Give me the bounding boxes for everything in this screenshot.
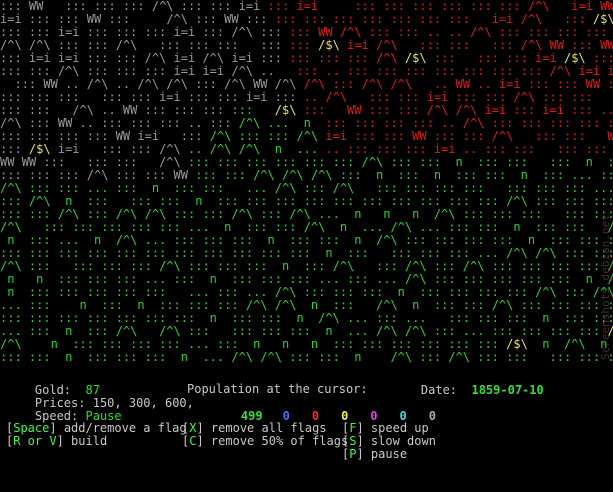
map-row: ::: ::: ::: ::: ::: ::: ::: n ::: ::: n … [0, 311, 613, 325]
date-value: 1859-07-10 [471, 383, 544, 397]
population-gray: 0 [428, 409, 436, 423]
prices-label: Prices: [34, 396, 86, 410]
s-help-text: slow down [370, 434, 436, 448]
map-row: /^\ /^\ ::: ::: /^\ ::: ::: ::: ::: ::: … [0, 38, 613, 52]
population-label: Population at the cursor: [187, 382, 368, 396]
map-row: ... ::: n ::: n ::: ::: ::: /^\ /^\ n ::… [0, 298, 613, 312]
speed-label: Speed: [34, 409, 79, 423]
map-row: /^\ ::: WW .. ::: ::: ::: .. ::: /^\ ...… [0, 116, 613, 130]
help-c: [C] remove 50% of flags [182, 434, 349, 448]
help-p: [P] pause [342, 447, 408, 461]
help-x: [X] remove all flags [182, 421, 327, 435]
space-help-text: add/remove a flag [63, 421, 187, 435]
map-row: n n ::: ::: ::: ... ::: n ::: ::: ::: ..… [0, 272, 613, 286]
map-row: ::: ::: ::: ::: ::: i=i ::: ::: i=i ::: … [0, 90, 593, 104]
map-row: /^\ ::: ::: ::: ::: ::: ... n ::: ::: /^… [0, 220, 613, 234]
population-values: 499 0 0 0 0 0 0 [212, 395, 436, 423]
map-row: WW WW ::: ::: ::: /^\ ::: ::: ::: ::: ::… [0, 155, 613, 169]
p-help-text: pause [370, 447, 408, 461]
speed-line: Speed: Pause [6, 395, 122, 423]
x-key[interactable]: X [189, 421, 197, 435]
map-row: ::: ::: ::: ::: ::: ::: ::: ::: ::: ::: … [0, 246, 613, 260]
map-row: ::: ::: /^\ ::: ::: ::: i=i i=i /^\ .. :… [0, 64, 613, 78]
population-yellow: 0 [341, 409, 349, 423]
map-row: ::: /$\ i=i ::: ::: /^\ .. /^\ /^\ n ...… [0, 142, 608, 156]
gold-label: Gold: [34, 383, 72, 397]
map-row: ::: ::: /^\ .. WW ::: ::: ::: ::: /$\ ::… [0, 103, 613, 117]
prices-line: Prices: 150, 300, 600, [6, 382, 194, 410]
s-key[interactable]: S [349, 434, 357, 448]
population-player: 499 [240, 409, 263, 423]
f-help-text: speed up [370, 421, 429, 435]
date-label: Date: [420, 383, 458, 397]
watermark: Screenshots.debian.net [599, 214, 612, 360]
status-panel: Gold: 87 Date: 1859-07-10 Prices: 150, 3… [6, 369, 606, 489]
map-row: ... ::: n ::: /^\ /^\ ::: ::: ::: ::: n … [0, 324, 613, 338]
help-space: [Space] add/remove a flag [6, 421, 187, 435]
gold-line: Gold: 87 [6, 369, 100, 397]
speed-value: Pause [85, 409, 122, 423]
date-line: Date: 1859-07-10 [392, 369, 544, 397]
p-key[interactable]: P [349, 447, 357, 461]
prices-value: 150, 300, 600, [92, 396, 194, 410]
population-red: 0 [311, 409, 320, 423]
space-key[interactable]: Space [13, 421, 50, 435]
game-map[interactable]: ::: WW ::: ::: ::: /^\ ::: ::: i=i ::: i… [0, 0, 613, 364]
x-help-text: remove all flags [210, 421, 327, 435]
map-row: ::: ::: ::: /^\ ::: ::: WW ::: ::: /^\ /… [0, 168, 613, 182]
map-row: /^\ ::: ::: ::: ::: /^\ ::: ::: ::: n ::… [0, 259, 613, 273]
map-row: /^\ n ::: ::: ::: ::: ... ::: n n n ::: … [0, 337, 613, 351]
c-key[interactable]: C [189, 434, 197, 448]
build-key[interactable]: R or V [13, 434, 57, 448]
population-magenta: 0 [370, 409, 378, 423]
map-row: n ::: ::: ::: ::: ::: ... ::: ... /^\ ::… [0, 285, 613, 299]
map-row: ::: i=i i=i ::: ::: /^\ i=i /^\ i=i ::: … [0, 51, 613, 65]
map-row: ::: WW ::: ::: ::: /^\ ::: ::: i=i ::: i… [0, 0, 613, 13]
c-help-text: remove 50% of flags [210, 434, 349, 448]
build-help-text: build [71, 434, 108, 448]
population-cyan: 0 [399, 409, 407, 423]
map-row: /^\ ::: ::: ... ::: n ::: ::: ... /^\ ::… [0, 181, 613, 195]
help-s: [S] slow down [342, 434, 436, 448]
help-build: [R or V] build [6, 434, 108, 448]
gold-value: 87 [85, 383, 100, 397]
map-row: ::: WW .. /^\ .. /^\ /^\ ::: /^\ WW /^\ … [14, 77, 613, 91]
help-f: [F] speed up [342, 421, 429, 435]
map-row: ::: ::: ::: ::: WW i=i ::: /^\ ::: ::: /… [0, 129, 613, 143]
map-row: ::: /^\ n ::: ::: ::: n ::: ::: ::: ::: … [0, 194, 613, 208]
f-key[interactable]: F [349, 421, 357, 435]
population-blue: 0 [282, 409, 290, 423]
map-row: ::: ::: n ::: ::: ::: n ... /^\ /^\ ::: … [0, 350, 613, 364]
map-row: ::: ::: i=i ::: ::: ::: i=i ::: /^\ ::: … [0, 25, 608, 39]
map-row: ::: ::: /^\ ::: /^\ /^\ ::: ::: /^\ ::: … [0, 207, 613, 221]
map-row: n ::: ... n /^\ ... ::: ::: ::: n ::: ::… [0, 233, 613, 247]
map-row: i=i ::: ::: WW ::: /^\ ::: WW ::: ::: ::… [0, 12, 613, 26]
